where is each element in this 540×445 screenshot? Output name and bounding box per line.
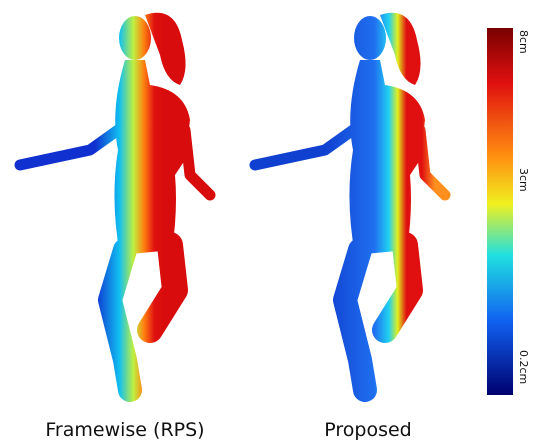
colorbar bbox=[487, 28, 513, 395]
figure-framewise bbox=[14, 12, 216, 402]
caption: Framewise (RPS) bbox=[45, 419, 204, 441]
colorbar-label: 8cm bbox=[517, 30, 530, 54]
colorbar-label: 0.2cm bbox=[517, 350, 530, 384]
caption: Proposed bbox=[324, 419, 411, 441]
figure-proposed bbox=[249, 12, 451, 402]
colorbar-label: 3cm bbox=[517, 168, 530, 192]
